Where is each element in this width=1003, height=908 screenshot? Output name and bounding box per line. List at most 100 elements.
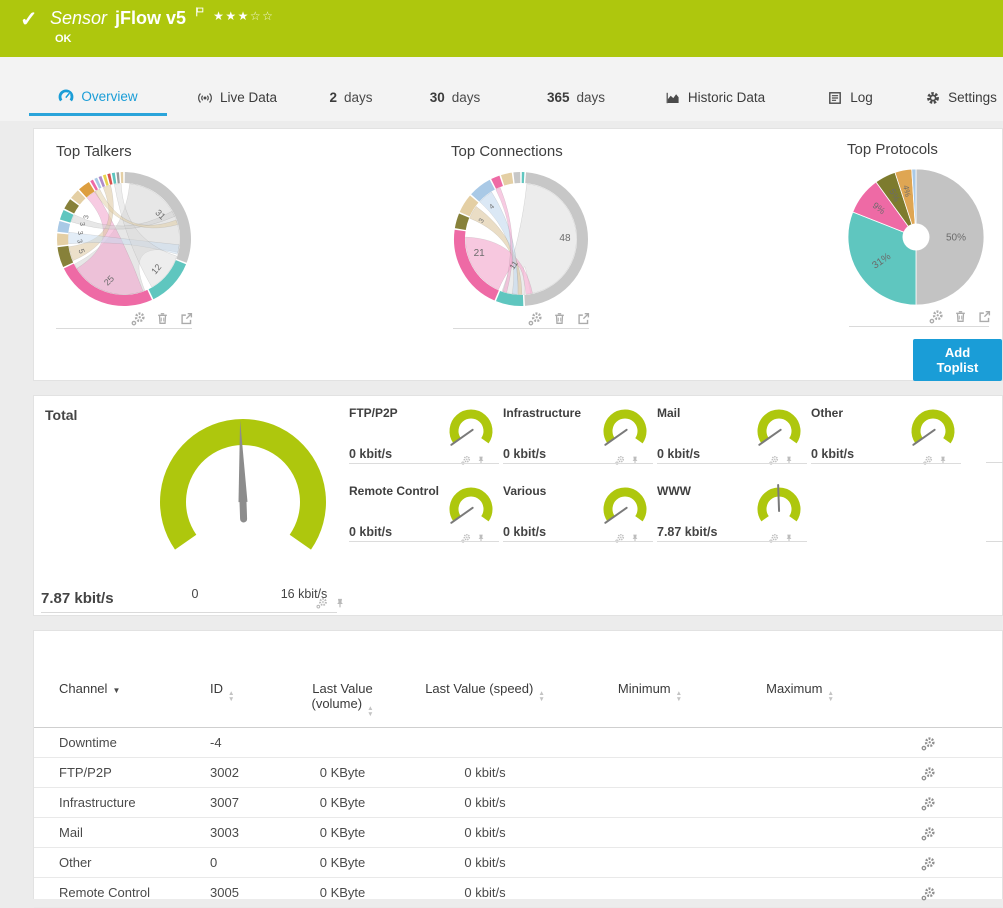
gauge-settings-icon[interactable] [769, 530, 779, 543]
gauge-min-label: 0 [191, 587, 199, 601]
gauge-settings-icon[interactable] [615, 452, 625, 465]
channel-gauge-dial [757, 484, 801, 522]
priority-stars[interactable]: ★★★☆☆ [213, 9, 274, 23]
column-header-last-value-volume[interactable]: Last Value (volume) ▲ ▼ [295, 675, 390, 728]
gauge-settings-icon[interactable] [461, 452, 471, 465]
channel-gauge-dial [603, 409, 647, 446]
svg-text:3: 3 [78, 222, 85, 227]
channel-gauge-value: 7.87 kbit/s [657, 525, 718, 539]
toplist-settings-icon[interactable] [929, 309, 944, 324]
gauge-pin-icon[interactable] [334, 596, 346, 608]
toplist-settings-icon[interactable] [131, 311, 146, 326]
gauge-pin-icon[interactable] [630, 530, 640, 542]
channel-id: 3003 [210, 817, 295, 848]
channel-gauge-label: Various [503, 484, 547, 498]
channel-gauge-various: Various 0 kbit/s [503, 481, 653, 543]
toplist-title-top-talkers: Top Talkers [56, 143, 132, 160]
add-toplist-button[interactable]: Add Toplist [913, 339, 1002, 381]
column-label: ID [210, 681, 223, 696]
tab-log[interactable]: Log [798, 79, 902, 116]
tab-label: Overview [81, 88, 138, 104]
stars-filled: ★★★ [213, 9, 250, 23]
tab-30-days[interactable]: 30 days [400, 79, 510, 116]
toplist-actions [929, 309, 992, 324]
table-row: Infrastructure 3007 0 KByte 0 kbit/s [34, 787, 1002, 818]
gauge-icon [58, 88, 74, 104]
total-gauge-label: Total [45, 407, 78, 423]
table-row: FTP/P2P 3002 0 KByte 0 kbit/s [34, 757, 1002, 788]
gauge-actions [769, 530, 794, 543]
column-header-maximum[interactable]: Maximum ▲ ▼ [720, 675, 880, 728]
edit-channel-gear-icon[interactable] [921, 856, 936, 871]
channel-volume [295, 727, 390, 758]
column-header-last-value-speed[interactable]: Last Value (speed) ▲ ▼ [390, 675, 580, 728]
edit-channel-gear-icon[interactable] [921, 766, 936, 781]
channel-gauge-label: Other [811, 406, 844, 420]
edit-channel-gear-icon[interactable] [921, 796, 936, 811]
gauge-pin-icon[interactable] [476, 530, 486, 542]
gauge-max-label: 16 kbit/s [280, 587, 328, 601]
channel-max [720, 727, 880, 758]
gauge-pin-icon[interactable] [476, 452, 486, 464]
tab-number: 365 [546, 90, 570, 105]
toplist-settings-icon[interactable] [528, 311, 543, 326]
total-gauge-value: 7.87 kbit/s [41, 590, 114, 607]
gauge-settings-icon[interactable] [769, 452, 779, 465]
channel-gauge-dial [911, 409, 955, 446]
edit-channel-gear-icon[interactable] [921, 736, 936, 751]
tab-unit: days [343, 90, 373, 105]
tab-settings[interactable]: Settings [906, 79, 1003, 116]
tab-number: 30 [429, 90, 445, 105]
top-protocols-donut-chart[interactable]: 50%31%9%5% 4% [846, 167, 986, 307]
table-row: Mail 3003 0 KByte 0 kbit/s [34, 817, 1002, 848]
channel-min [580, 817, 720, 848]
channel-speed: 0 kbit/s [390, 877, 580, 908]
edit-channel-gear-icon[interactable] [921, 886, 936, 901]
open-external-icon[interactable] [576, 311, 591, 326]
svg-text:48: 48 [559, 233, 571, 244]
tab-live-data[interactable]: Live Data [167, 79, 307, 116]
svg-text:3: 3 [75, 239, 83, 245]
tab-historic-data[interactable]: Historic Data [640, 79, 790, 116]
gauge-settings-icon[interactable] [923, 452, 933, 465]
tab-365-days[interactable]: 365 days [517, 79, 635, 116]
tab-number: 2 [329, 90, 337, 105]
open-external-icon[interactable] [977, 309, 992, 324]
gauge-pin-icon[interactable] [784, 452, 794, 464]
tab-label: Settings [948, 90, 997, 105]
column-header-id[interactable]: ID ▲ ▼ [210, 675, 295, 728]
sort-icon: ▲ ▼ [538, 690, 545, 703]
tab-2-days[interactable]: 2 days [307, 79, 395, 116]
channel-gauge-value: 0 kbit/s [503, 525, 547, 539]
tab-overview[interactable]: Overview [29, 79, 167, 116]
channel-speed: 0 kbit/s [390, 817, 580, 848]
channel-gauge-value: 0 kbit/s [503, 447, 547, 461]
column-header-minimum[interactable]: Minimum ▲ ▼ [580, 675, 720, 728]
gauge-settings-icon[interactable] [615, 530, 625, 543]
delete-toplist-icon[interactable] [155, 311, 170, 326]
divider [986, 541, 1003, 542]
channel-gauge-value: 0 kbit/s [811, 447, 855, 461]
channel-gauge-dial [603, 487, 647, 524]
flag-icon[interactable] [194, 4, 205, 17]
gauge-pin-icon[interactable] [784, 530, 794, 542]
channel-gauge-value: 0 kbit/s [657, 447, 701, 461]
gauge-actions [316, 596, 346, 609]
open-external-icon[interactable] [179, 311, 194, 326]
channel-name: Other [34, 847, 210, 878]
gauge-pin-icon[interactable] [630, 452, 640, 464]
delete-toplist-icon[interactable] [552, 311, 567, 326]
gauge-settings-icon[interactable] [316, 596, 328, 609]
delete-toplist-icon[interactable] [953, 309, 968, 324]
channel-id: 3005 [210, 877, 295, 908]
column-header-channel[interactable]: Channel ▼ [34, 675, 210, 728]
sort-icon: ▲ ▼ [675, 690, 683, 703]
edit-channel-gear-icon[interactable] [921, 826, 936, 841]
divider [41, 612, 337, 613]
gauge-settings-icon[interactable] [461, 530, 471, 543]
channel-gauge-www: WWW 7.87 kbit/s [657, 481, 807, 543]
gauge-pin-icon[interactable] [938, 452, 948, 464]
gauge-actions [461, 530, 486, 543]
